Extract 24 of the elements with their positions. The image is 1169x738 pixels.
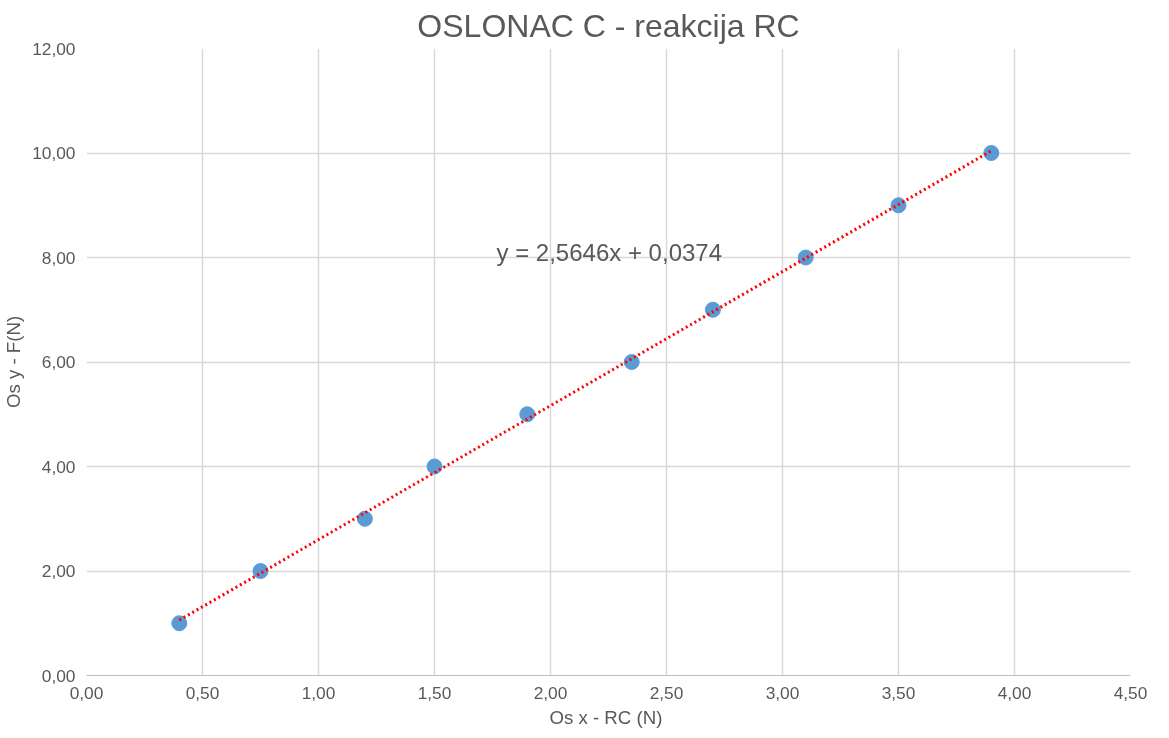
- x-tick-label: 2,50: [649, 682, 684, 703]
- x-tick-label: 4,50: [1113, 682, 1148, 703]
- y-tick-label: 2,00: [41, 561, 76, 581]
- point: [426, 458, 443, 475]
- point: [171, 615, 188, 632]
- y-tick-label: 6,00: [41, 352, 76, 372]
- point: [983, 145, 1000, 161]
- chart-title: OSLONAC C - reakcija RC: [417, 7, 800, 44]
- x-tick-label: 3,50: [881, 682, 916, 703]
- y-tick-label: 8,00: [41, 247, 76, 268]
- point: [356, 510, 373, 527]
- x-tick-label: 3,00: [765, 682, 800, 703]
- x-axis-title: Os x - RC (N): [549, 706, 663, 728]
- y-tick-label: 4,00: [41, 456, 76, 477]
- x-tick-label: 1,50: [417, 682, 452, 703]
- x-tick-label: 2,00: [533, 682, 568, 703]
- y-tick-label: 12,00: [32, 38, 76, 59]
- x-tick-label: 1,00: [301, 682, 336, 703]
- y-axis-title: Os y - F(N): [3, 315, 25, 409]
- x-tick-label: 0,50: [185, 682, 220, 703]
- point: [519, 406, 536, 423]
- x-tick-label: 4,00: [997, 682, 1032, 703]
- annotation: y = 2,5646x + 0,0374: [496, 238, 723, 266]
- y-tick-label: 10,00: [32, 143, 76, 163]
